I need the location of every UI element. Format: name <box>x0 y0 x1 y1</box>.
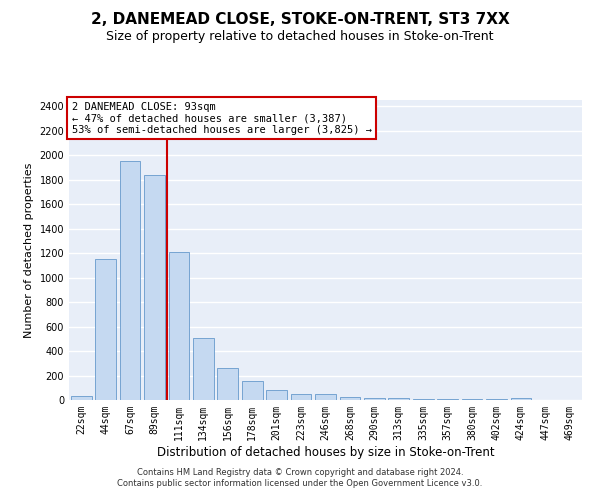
Bar <box>388 398 409 400</box>
Bar <box>144 174 165 400</box>
Y-axis label: Number of detached properties: Number of detached properties <box>24 162 34 338</box>
Bar <box>266 390 287 400</box>
Text: Contains HM Land Registry data © Crown copyright and database right 2024.
Contai: Contains HM Land Registry data © Crown c… <box>118 468 482 487</box>
Bar <box>242 381 263 400</box>
Bar <box>364 398 385 400</box>
Bar <box>290 394 311 400</box>
X-axis label: Distribution of detached houses by size in Stoke-on-Trent: Distribution of detached houses by size … <box>157 446 494 458</box>
Bar <box>217 368 238 400</box>
Text: 2, DANEMEAD CLOSE, STOKE-ON-TRENT, ST3 7XX: 2, DANEMEAD CLOSE, STOKE-ON-TRENT, ST3 7… <box>91 12 509 28</box>
Bar <box>461 399 482 400</box>
Text: Size of property relative to detached houses in Stoke-on-Trent: Size of property relative to detached ho… <box>106 30 494 43</box>
Bar <box>486 399 507 400</box>
Bar <box>511 398 532 400</box>
Bar <box>315 394 336 400</box>
Bar <box>169 252 190 400</box>
Bar <box>340 397 361 400</box>
Bar <box>119 161 140 400</box>
Bar <box>71 396 92 400</box>
Bar <box>437 399 458 400</box>
Text: 2 DANEMEAD CLOSE: 93sqm
← 47% of detached houses are smaller (3,387)
53% of semi: 2 DANEMEAD CLOSE: 93sqm ← 47% of detache… <box>71 102 371 134</box>
Bar <box>95 259 116 400</box>
Bar <box>413 399 434 400</box>
Bar <box>193 338 214 400</box>
